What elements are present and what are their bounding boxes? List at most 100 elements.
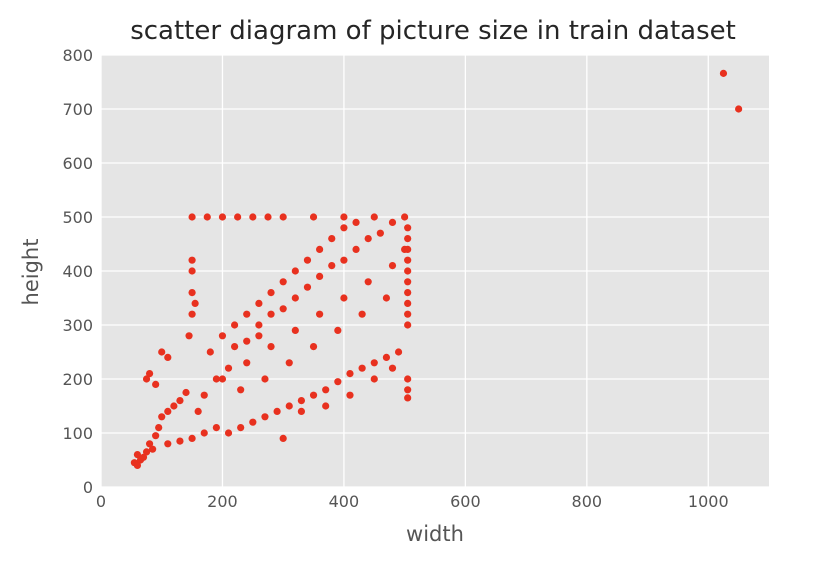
data-point (404, 267, 412, 275)
data-point (142, 448, 151, 456)
data-point (145, 440, 154, 448)
data-point (139, 453, 148, 461)
y-tick-label: 800 (62, 46, 93, 65)
data-point (404, 278, 412, 286)
x-tick-label: 1000 (688, 492, 729, 511)
data-point (182, 388, 190, 397)
data-point (322, 386, 330, 394)
data-point (291, 294, 299, 302)
data-point (188, 256, 196, 264)
data-point (255, 332, 263, 340)
data-point (267, 289, 275, 297)
data-point (401, 213, 409, 221)
data-point (340, 256, 348, 264)
data-point (164, 407, 172, 415)
data-point (352, 245, 360, 253)
data-point (164, 353, 172, 361)
data-point (279, 278, 287, 286)
data-point (328, 262, 336, 270)
data-point (316, 245, 324, 253)
x-tick-label: 600 (450, 492, 481, 511)
data-point (382, 294, 391, 302)
data-point (158, 348, 166, 356)
data-point (388, 218, 397, 226)
data-point (303, 256, 312, 264)
data-point (249, 418, 257, 426)
data-point (340, 294, 348, 302)
data-point (735, 105, 743, 113)
data-point (224, 429, 233, 437)
data-point (237, 386, 245, 394)
data-point (352, 218, 360, 226)
data-point (188, 310, 196, 318)
data-point (133, 461, 142, 469)
data-point (188, 267, 196, 275)
data-point (404, 299, 412, 307)
data-point (322, 402, 330, 410)
data-point (346, 370, 354, 378)
data-point (370, 213, 378, 221)
x-tick-label: 200 (207, 492, 238, 511)
y-tick-label: 200 (62, 370, 93, 389)
gridlines (100, 54, 769, 488)
data-point (188, 213, 196, 221)
data-point (388, 364, 397, 372)
data-point (237, 424, 245, 432)
data-point (158, 413, 166, 421)
data-point (394, 348, 403, 356)
data-point (334, 378, 342, 386)
y-tick-label: 500 (62, 208, 93, 227)
y-tick-label: 400 (62, 262, 93, 281)
y-tick-label: 700 (62, 100, 93, 119)
data-point (404, 245, 412, 253)
data-point (243, 359, 251, 367)
data-point (303, 283, 312, 291)
data-point (231, 343, 239, 351)
x-axis-label: width (406, 522, 464, 546)
data-point (176, 437, 184, 445)
data-point (309, 213, 318, 221)
data-point (200, 391, 208, 399)
data-point (364, 278, 372, 286)
data-point (267, 343, 275, 351)
data-point (188, 289, 196, 297)
data-point (388, 262, 397, 270)
data-point (224, 364, 233, 372)
data-point (261, 413, 269, 421)
data-point (164, 440, 172, 448)
data-point (255, 299, 263, 307)
data-point (340, 213, 348, 221)
data-point (719, 69, 728, 77)
data-points (130, 69, 743, 469)
data-point (243, 310, 251, 318)
data-point (152, 380, 160, 388)
data-point (340, 224, 348, 232)
y-tick-label: 100 (62, 424, 93, 443)
y-tick-labels: 0 100 200 300 400 500 600 700 800 (62, 46, 93, 497)
data-point (404, 375, 412, 383)
data-point (328, 235, 336, 243)
data-point (243, 337, 251, 345)
data-point (203, 213, 211, 221)
data-point (404, 386, 412, 394)
y-axis-label: height (19, 239, 43, 306)
data-point (170, 402, 178, 410)
data-point (404, 310, 412, 318)
data-point (316, 272, 324, 280)
data-point (218, 332, 227, 340)
data-point (358, 310, 366, 318)
data-point (145, 370, 154, 378)
data-point (142, 375, 151, 383)
data-point (404, 224, 412, 232)
data-point (149, 445, 157, 453)
data-point (249, 213, 257, 221)
data-point (255, 321, 263, 329)
data-point (309, 343, 318, 351)
data-point (404, 321, 412, 329)
data-point (279, 305, 287, 313)
data-point (194, 407, 202, 415)
y-tick-label: 600 (62, 154, 93, 173)
data-point (404, 289, 412, 297)
data-point (152, 432, 160, 440)
data-point (285, 359, 293, 367)
